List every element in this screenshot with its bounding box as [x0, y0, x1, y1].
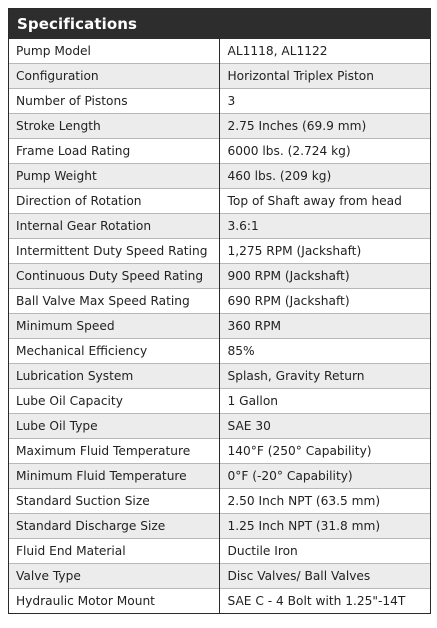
spec-label: Frame Load Rating [9, 138, 220, 164]
table-row: Continuous Duty Speed Rating 900 RPM (Jac… [9, 263, 430, 289]
spec-label: Fluid End Material [9, 538, 220, 564]
spec-label: Internal Gear Rotation [9, 213, 220, 239]
specifications-header: Specifications [9, 9, 430, 39]
spec-value: 3 [219, 88, 430, 114]
table-row: Lube Oil Capacity 1 Gallon [9, 388, 430, 414]
spec-value: 85% [219, 338, 430, 364]
spec-label: Configuration [9, 63, 220, 89]
spec-value: Horizontal Triplex Piston [219, 63, 430, 89]
spec-value: 2.75 Inches (69.9 mm) [219, 113, 430, 139]
spec-label: Mechanical Efficiency [9, 338, 220, 364]
spec-value: 900 RPM (Jackshaft) [219, 263, 430, 289]
spec-value: SAE 30 [219, 413, 430, 439]
spec-label: Continuous Duty Speed Rating [9, 263, 220, 289]
table-row: Direction of Rotation Top of Shaft away f… [9, 188, 430, 214]
spec-label: Valve Type [9, 563, 220, 589]
table-row: Ball Valve Max Speed Rating 690 RPM (Jack… [9, 288, 430, 314]
spec-label: Stroke Length [9, 113, 220, 139]
spec-value: AL1118, AL1122 [219, 39, 430, 64]
table-row: Standard Discharge Size 1.25 Inch NPT (31… [9, 513, 430, 539]
spec-label: Pump Weight [9, 163, 220, 189]
spec-value: 690 RPM (Jackshaft) [219, 288, 430, 314]
spec-value: Top of Shaft away from head [219, 188, 430, 214]
spec-label: Lube Oil Capacity [9, 388, 220, 414]
spec-value: 460 lbs. (209 kg) [219, 163, 430, 189]
table-row: Pump Weight 460 lbs. (209 kg) [9, 163, 430, 189]
spec-value: 0°F (-20° Capability) [219, 463, 430, 489]
table-row: Minimum Fluid Temperature 0°F (-20° Capab… [9, 463, 430, 489]
table-row: Lube Oil Type SAE 30 [9, 413, 430, 439]
table-row: Standard Suction Size 2.50 Inch NPT (63.5… [9, 488, 430, 514]
table-row: Pump Model AL1118, AL1122 [9, 39, 430, 64]
spec-value: 1,275 RPM (Jackshaft) [219, 238, 430, 264]
spec-label: Minimum Fluid Temperature [9, 463, 220, 489]
spec-label: Lube Oil Type [9, 413, 220, 439]
spec-value: Disc Valves/ Ball Valves [219, 563, 430, 589]
specifications-table: Pump Model AL1118, AL1122 Configuration Ho… [9, 39, 430, 613]
table-row: Maximum Fluid Temperature 140°F (250° Cap… [9, 438, 430, 464]
spec-label: Direction of Rotation [9, 188, 220, 214]
spec-value: SAE C - 4 Bolt with 1.25"-14T [219, 588, 430, 613]
table-row: Configuration Horizontal Triplex Piston [9, 63, 430, 89]
table-row: Internal Gear Rotation 3.6:1 [9, 213, 430, 239]
spec-label: Maximum Fluid Temperature [9, 438, 220, 464]
spec-value: 2.50 Inch NPT (63.5 mm) [219, 488, 430, 514]
spec-label: Number of Pistons [9, 88, 220, 114]
table-row: Frame Load Rating 6000 lbs. (2.724 kg) [9, 138, 430, 164]
spec-label: Minimum Speed [9, 313, 220, 339]
table-row: Intermittent Duty Speed Rating 1,275 RPM … [9, 238, 430, 264]
spec-value: 140°F (250° Capability) [219, 438, 430, 464]
table-row: Hydraulic Motor Mount SAE C - 4 Bolt with… [9, 588, 430, 613]
specifications-title: Specifications [17, 15, 138, 33]
spec-value: 360 RPM [219, 313, 430, 339]
spec-label: Lubrication System [9, 363, 220, 389]
table-row: Stroke Length 2.75 Inches (69.9 mm) [9, 113, 430, 139]
spec-value: 6000 lbs. (2.724 kg) [219, 138, 430, 164]
spec-value: 1 Gallon [219, 388, 430, 414]
table-row: Minimum Speed 360 RPM [9, 313, 430, 339]
spec-label: Pump Model [9, 39, 220, 64]
spec-value: 1.25 Inch NPT (31.8 mm) [219, 513, 430, 539]
specifications-card: Specifications Pump Model AL1118, AL1122 … [8, 8, 431, 614]
table-row: Fluid End Material Ductile Iron [9, 538, 430, 564]
spec-label: Standard Discharge Size [9, 513, 220, 539]
table-row: Lubrication System Splash, Gravity Return [9, 363, 430, 389]
spec-value: Ductile Iron [219, 538, 430, 564]
specifications-table-body: Pump Model AL1118, AL1122 Configuration Ho… [9, 39, 430, 613]
spec-label: Intermittent Duty Speed Rating [9, 238, 220, 264]
table-row: Valve Type Disc Valves/ Ball Valves [9, 563, 430, 589]
table-row: Mechanical Efficiency 85% [9, 338, 430, 364]
spec-value: Splash, Gravity Return [219, 363, 430, 389]
spec-label: Standard Suction Size [9, 488, 220, 514]
spec-label: Hydraulic Motor Mount [9, 588, 220, 613]
table-row: Number of Pistons 3 [9, 88, 430, 114]
spec-label: Ball Valve Max Speed Rating [9, 288, 220, 314]
spec-value: 3.6:1 [219, 213, 430, 239]
